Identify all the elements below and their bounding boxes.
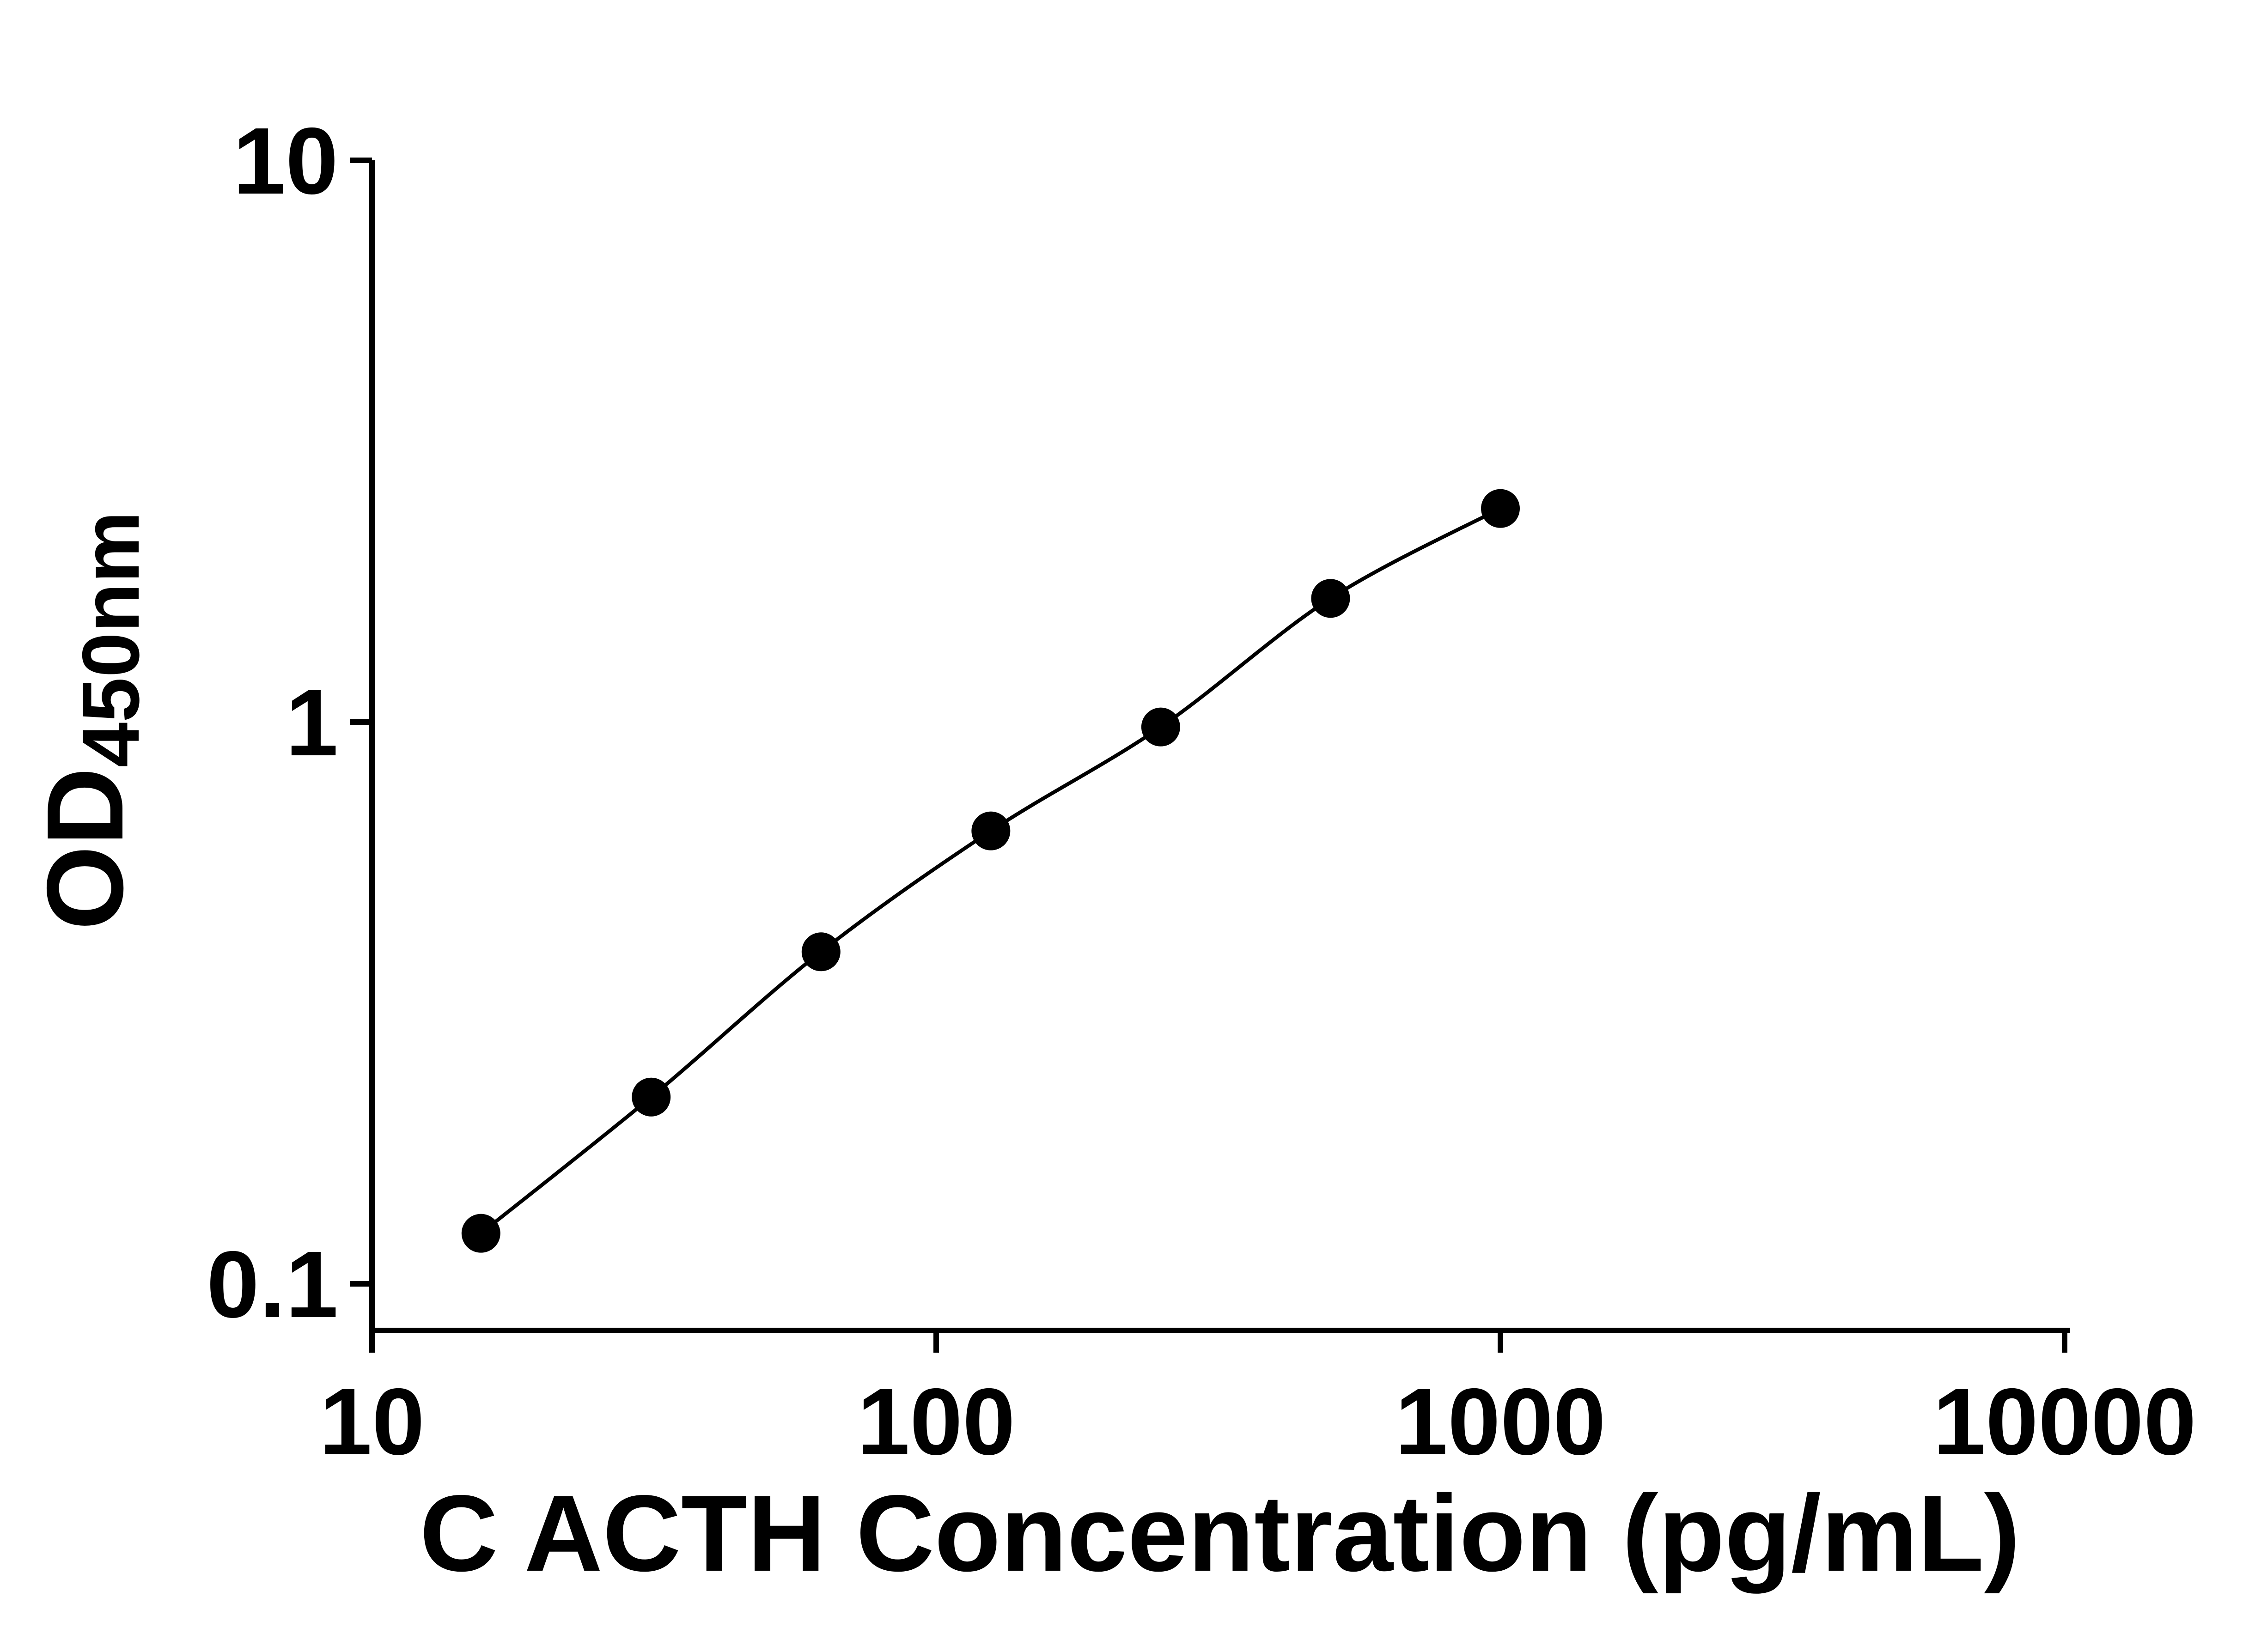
x-tick-label: 10000 [1933, 1369, 2196, 1475]
standard-curve-line [480, 507, 1501, 1235]
data-point [801, 932, 841, 972]
data-point [1141, 707, 1180, 747]
x-axis-title: C ACTH Concentration (pg/mL) [420, 1472, 2020, 1594]
x-tick-label: 1000 [1395, 1369, 1606, 1475]
x-tick-label: 100 [857, 1369, 1015, 1475]
data-point [1311, 579, 1350, 618]
data-point [971, 811, 1011, 850]
x-tick-label: 10 [319, 1369, 425, 1475]
data-point [1481, 489, 1520, 528]
y-axis-title-sub: 450nm [66, 511, 156, 767]
y-tick-label: 1 [286, 670, 338, 776]
data-point [461, 1214, 500, 1253]
y-axis-title-text: OD450nm [24, 511, 156, 930]
y-tick-label: 0.1 [207, 1232, 338, 1337]
y-axis-title-main: OD [24, 767, 146, 930]
y-tick-label: 10 [233, 108, 338, 214]
y-axis-title: OD450nm [24, 511, 156, 930]
data-point [632, 1077, 671, 1117]
plot-area: 10 100 1000 10000 0.1 1 10 [207, 108, 2196, 1475]
